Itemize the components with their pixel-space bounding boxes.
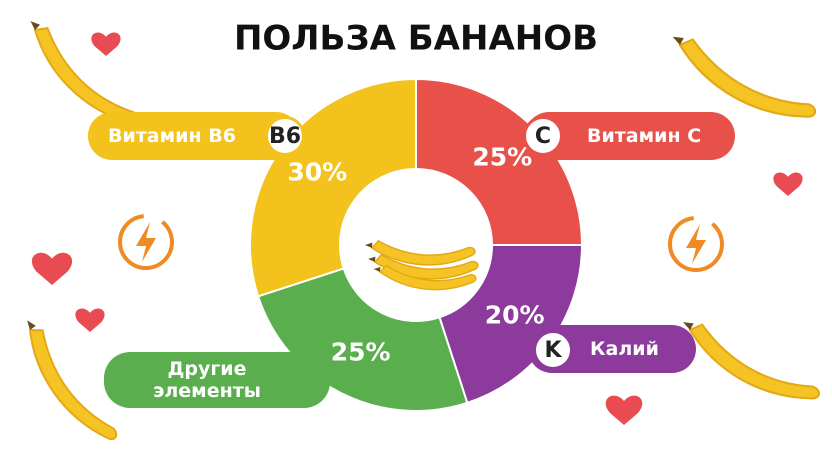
legend-label: Другие элементы xyxy=(104,352,330,408)
slice xyxy=(438,244,584,405)
legend-badge: C xyxy=(523,116,563,156)
legend-badge: K xyxy=(533,330,573,370)
value-label: 25% xyxy=(472,143,532,172)
chart-title: ПОЛЬЗА БАНАНОВ xyxy=(234,19,598,59)
legend-badge: B6 xyxy=(265,116,305,156)
slice xyxy=(415,77,584,246)
value-label: 25% xyxy=(331,338,391,367)
center xyxy=(342,171,490,319)
legend-label: Витамин B6 xyxy=(88,112,300,160)
value-label: 20% xyxy=(485,301,545,330)
slice xyxy=(256,267,469,412)
slice xyxy=(249,77,417,298)
value-label: 30% xyxy=(287,157,347,186)
